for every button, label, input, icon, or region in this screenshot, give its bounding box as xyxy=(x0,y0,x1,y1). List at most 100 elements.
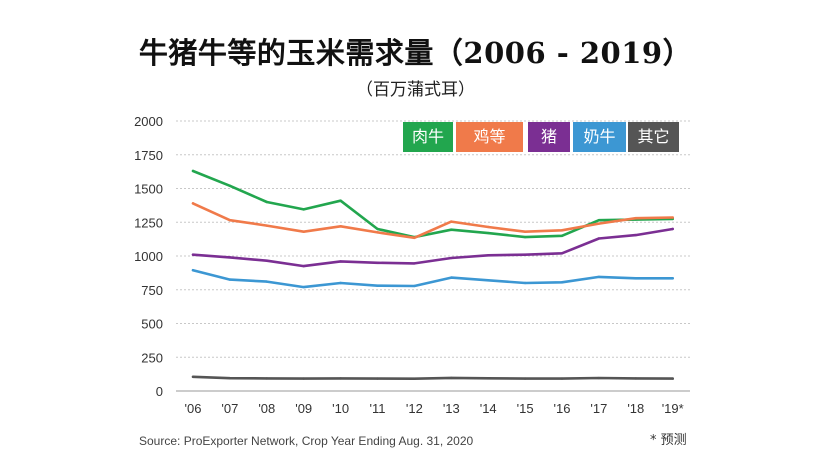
data-point-dairy xyxy=(339,281,342,285)
data-point-poultry xyxy=(671,216,674,219)
data-point-dairy xyxy=(228,278,232,281)
data-point-other xyxy=(413,377,416,380)
data-point-dairy xyxy=(265,280,268,283)
data-point-beef xyxy=(523,235,527,239)
chart-title: 牛猪牛等的玉米需求量（2006 - 2019） xyxy=(138,36,693,70)
chart-subtitle: （百万蒲式耳） xyxy=(356,80,475,100)
data-point-other xyxy=(450,376,453,380)
x-tick-label: '09 xyxy=(295,401,312,416)
series-lines xyxy=(191,169,675,381)
y-tick-label: 1250 xyxy=(134,215,163,230)
series-line-other xyxy=(191,375,675,381)
data-point-hogs xyxy=(302,264,305,268)
data-point-beef xyxy=(487,231,490,235)
y-tick-label: 1500 xyxy=(134,182,163,197)
data-point-poultry xyxy=(191,202,195,205)
x-tick-label: '12 xyxy=(406,401,423,416)
data-point-beef xyxy=(597,219,601,222)
data-point-other xyxy=(302,377,305,380)
legend-item-hogs: 猪 xyxy=(528,122,570,152)
y-tick-label: 750 xyxy=(141,283,163,298)
series-line-hogs xyxy=(191,227,675,268)
data-point-poultry xyxy=(487,225,490,229)
y-tick-label: 0 xyxy=(156,384,163,399)
data-point-poultry xyxy=(265,224,268,227)
data-point-beef xyxy=(302,208,305,211)
data-point-hogs xyxy=(560,252,564,255)
x-tick-label: '17 xyxy=(590,401,607,416)
data-point-hogs xyxy=(597,237,601,240)
data-point-beef xyxy=(265,200,268,204)
data-point-hogs xyxy=(634,233,637,237)
data-point-other xyxy=(671,377,674,380)
data-point-poultry xyxy=(376,231,379,234)
data-point-poultry xyxy=(302,230,305,233)
legend-item-poultry: 鸡等 xyxy=(456,122,523,152)
data-point-beef xyxy=(560,234,564,237)
legend-item-other: 其它 xyxy=(628,122,679,152)
data-point-dairy xyxy=(191,268,195,272)
data-point-dairy xyxy=(450,276,453,279)
data-point-other xyxy=(376,377,379,380)
x-tick-label: '10 xyxy=(332,401,349,416)
source-note: Source: ProExporter Network, Crop Year E… xyxy=(139,434,474,448)
data-point-other xyxy=(191,375,195,379)
data-point-poultry xyxy=(523,230,527,233)
data-point-other xyxy=(339,377,342,380)
y-tick-label: 1000 xyxy=(134,249,163,264)
data-point-other xyxy=(228,376,232,380)
data-point-other xyxy=(597,376,601,380)
data-point-dairy xyxy=(487,279,490,282)
data-point-hogs xyxy=(339,260,342,263)
data-point-hogs xyxy=(671,227,674,231)
data-point-dairy xyxy=(413,284,416,288)
data-point-hogs xyxy=(523,253,527,256)
data-point-dairy xyxy=(671,277,674,280)
data-point-dairy xyxy=(597,275,601,279)
x-tick-label: '18 xyxy=(627,401,644,416)
data-point-poultry xyxy=(228,219,232,222)
x-tick-label: '14 xyxy=(480,401,497,416)
y-tick-label: 1750 xyxy=(134,148,163,163)
x-tick-label: '15 xyxy=(517,401,534,416)
gridlines xyxy=(176,120,690,392)
y-axis-ticks: 2000 1750 1500 1250 1000 750 500 250 0 xyxy=(134,114,163,399)
series-line-dairy xyxy=(191,268,675,289)
y-tick-label: 250 xyxy=(141,350,163,365)
data-point-poultry xyxy=(634,217,637,220)
data-point-dairy xyxy=(634,277,637,280)
data-point-other xyxy=(487,377,490,380)
data-point-dairy xyxy=(523,281,527,285)
data-point-hogs xyxy=(191,253,195,256)
data-point-hogs xyxy=(487,254,490,257)
y-tick-label: 500 xyxy=(141,317,163,332)
y-tick-label: 2000 xyxy=(134,114,163,129)
legend-item-dairy: 奶牛 xyxy=(573,122,626,152)
data-point-beef xyxy=(376,227,379,231)
data-point-other xyxy=(634,377,637,380)
x-tick-label: '11 xyxy=(370,401,386,416)
series-line-poultry xyxy=(191,202,675,240)
x-tick-label: '06 xyxy=(185,401,202,416)
legend-item-beef: 肉牛 xyxy=(403,122,453,152)
data-point-poultry xyxy=(597,222,601,225)
data-point-beef xyxy=(450,228,453,231)
x-tick-label: '13 xyxy=(443,401,460,416)
data-point-poultry xyxy=(413,236,416,239)
data-point-other xyxy=(560,377,564,380)
data-point-beef xyxy=(228,184,232,187)
data-point-dairy xyxy=(302,285,305,289)
data-point-beef xyxy=(191,169,195,173)
data-point-beef xyxy=(339,199,342,202)
data-point-poultry xyxy=(560,229,564,232)
data-point-hogs xyxy=(450,256,453,260)
data-point-dairy xyxy=(376,284,379,287)
data-point-poultry xyxy=(450,220,453,223)
data-point-other xyxy=(265,377,268,380)
data-point-other xyxy=(523,377,527,380)
x-tick-label: '16 xyxy=(554,401,571,416)
data-point-hogs xyxy=(265,259,268,262)
data-point-hogs xyxy=(228,256,232,259)
data-point-hogs xyxy=(376,261,379,264)
